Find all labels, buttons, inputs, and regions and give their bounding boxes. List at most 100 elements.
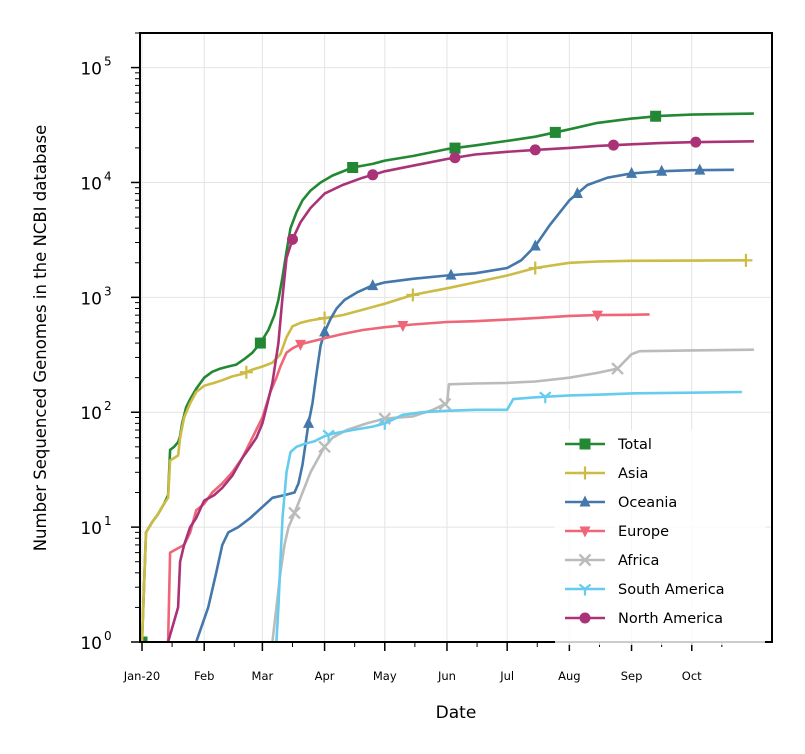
data-point-marker: [322, 429, 335, 442]
data-point-marker: [528, 261, 542, 275]
legend-marker: [578, 466, 592, 480]
data-point-marker: [449, 152, 461, 164]
legend-box: [555, 430, 765, 645]
y-tick-label: 10: [80, 289, 102, 309]
legend-marker: [579, 495, 591, 507]
x-tick-label: Apr: [315, 669, 335, 683]
data-point-marker: [397, 320, 409, 332]
data-point-marker: [254, 337, 266, 349]
data-point-marker: [286, 233, 298, 245]
legend-entry: South America: [565, 582, 725, 598]
data-point-marker: [591, 310, 603, 322]
series-line: [275, 390, 742, 642]
legend-label: North America: [618, 611, 723, 627]
x-tick-label: Jan-20: [123, 669, 161, 683]
y-tick-exponent: 2: [104, 399, 112, 413]
data-point-marker: [319, 325, 331, 337]
x-tick-label: May: [373, 669, 397, 683]
series-line: [140, 259, 746, 642]
x-tick-label: Mar: [252, 669, 274, 683]
data-point-marker: [690, 136, 702, 148]
plot-area-frame: [139, 32, 773, 643]
x-tick-label: Feb: [194, 669, 214, 683]
x-tick-label: Oct: [682, 669, 702, 683]
data-point-marker: [445, 268, 457, 280]
legend-label: Total: [617, 437, 652, 453]
data-point-marker: [739, 253, 753, 267]
series-lines: [140, 110, 754, 642]
y-tick-label: 10: [80, 404, 102, 424]
legend-marker: [579, 438, 591, 450]
x-axis-label: Date: [436, 703, 477, 723]
legend-label: South America: [618, 582, 725, 598]
y-tick-label: 10: [80, 634, 102, 654]
data-point-marker: [378, 418, 391, 430]
data-point-marker: [367, 169, 379, 181]
series-asia: [140, 253, 753, 642]
data-point-marker: [406, 288, 420, 302]
series-line: [271, 348, 754, 642]
data-point-marker: [288, 506, 301, 520]
data-point-marker: [438, 397, 452, 411]
data-point-marker: [367, 279, 379, 291]
legend-entry: Asia: [565, 466, 648, 482]
series-line: [194, 168, 734, 642]
legend-entry: North America: [565, 611, 723, 627]
series-line: [166, 313, 650, 642]
x-tick-label: Jul: [499, 669, 514, 683]
y-tick-exponent: 0: [104, 629, 112, 643]
data-point-marker: [549, 126, 561, 138]
y-tick-label: 10: [80, 60, 102, 80]
series-europe: [166, 310, 650, 642]
y-tick-exponent: 5: [104, 55, 112, 69]
series-line: [140, 112, 754, 642]
data-point-marker: [318, 311, 332, 325]
legend-label: Africa: [618, 553, 659, 569]
data-point-marker: [347, 161, 359, 173]
legend: Total Asia Oceania Europe Africa South Americ…: [555, 430, 765, 645]
legend-marker: [579, 612, 591, 624]
data-point-marker: [650, 110, 662, 122]
data-point-marker: [694, 163, 706, 175]
x-tick-label: Aug: [558, 669, 580, 683]
data-point-marker: [656, 164, 668, 176]
legend-marker: [578, 553, 592, 567]
y-tick-exponent: 3: [104, 284, 112, 298]
data-point-marker: [626, 166, 638, 178]
series-total: [140, 110, 754, 642]
x-tick-label: Sep: [621, 669, 643, 683]
data-point-marker: [449, 142, 461, 154]
legend-marker: [579, 526, 591, 538]
series-north-america: [166, 136, 754, 642]
x-tick-label: Jun: [437, 669, 456, 683]
series-africa: [271, 348, 754, 642]
legend-entry: Africa: [565, 553, 659, 569]
y-tick-label: 10: [80, 174, 102, 194]
data-point-marker: [140, 636, 148, 642]
legend-marker: [578, 583, 592, 596]
data-point-marker: [529, 239, 541, 251]
legend-entry: Oceania: [565, 495, 677, 511]
series-oceania: [194, 163, 734, 642]
y-tick-exponent: 4: [104, 169, 112, 183]
legend-label: Europe: [618, 524, 669, 540]
legend-entry: Total: [565, 437, 652, 453]
y-tick-exponent: 1: [104, 514, 112, 528]
legend-label: Asia: [618, 466, 648, 482]
data-point-marker: [539, 391, 552, 404]
data-point-marker: [295, 339, 307, 351]
y-tick-label: 10: [80, 519, 102, 539]
data-point-marker: [611, 362, 624, 375]
data-point-marker: [607, 139, 619, 151]
legend-label: Oceania: [618, 495, 677, 511]
data-point-marker: [303, 416, 315, 428]
series-south-america: [275, 390, 742, 642]
data-point-marker: [239, 365, 253, 379]
data-point-marker: [529, 144, 541, 156]
legend-entry: Europe: [565, 524, 669, 540]
data-point-marker: [571, 186, 583, 198]
data-point-marker: [318, 440, 331, 454]
y-axis-label: Number Sequenced Genomes in the NCBI dat…: [31, 125, 50, 552]
